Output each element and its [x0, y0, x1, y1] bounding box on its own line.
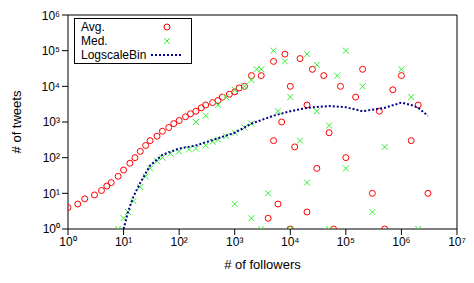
svg-text:10⁵: 10⁵: [42, 44, 60, 58]
svg-text:10⁰: 10⁰: [43, 222, 60, 236]
svg-text:10²: 10²: [43, 151, 60, 165]
html-text:LogscaleBin: LogscaleBin: [81, 48, 147, 62]
svg-text:10⁷: 10⁷: [448, 235, 466, 249]
svg-text:10²: 10²: [170, 235, 187, 249]
svg-text:10⁰: 10⁰: [59, 235, 76, 249]
svg-text:10⁶: 10⁶: [42, 9, 60, 23]
html-text:Med.: Med.: [81, 34, 108, 48]
svg-text:10³: 10³: [43, 115, 60, 129]
html-text:Avg.: Avg.: [81, 20, 105, 34]
svg-text:10⁵: 10⁵: [337, 235, 355, 249]
svg-text:10⁶: 10⁶: [392, 235, 410, 249]
svg-text:10¹: 10¹: [115, 235, 132, 249]
svg-text:10⁴: 10⁴: [41, 80, 60, 94]
svg-text:# of tweets: # of tweets: [9, 90, 24, 153]
svg-text:10³: 10³: [226, 235, 243, 249]
svg-text:# of followers: # of followers: [224, 257, 301, 272]
svg-text:10⁴: 10⁴: [281, 235, 300, 249]
svg-text:10¹: 10¹: [43, 187, 60, 201]
